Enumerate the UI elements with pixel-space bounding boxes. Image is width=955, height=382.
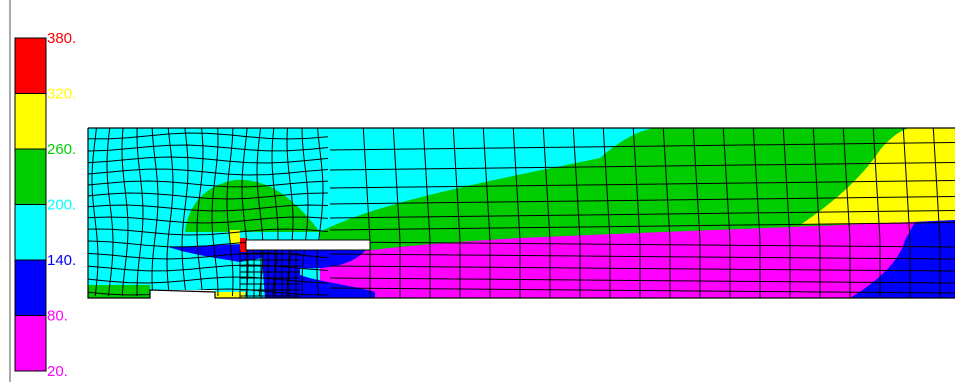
weld-insert bbox=[245, 239, 371, 251]
mesh-line bbox=[256, 128, 264, 297]
mesh-line bbox=[902, 128, 911, 298]
mesh-line bbox=[121, 128, 129, 297]
region-green-left bbox=[185, 179, 320, 232]
legend-label-260: 260. bbox=[47, 141, 76, 158]
mesh-line bbox=[91, 128, 99, 297]
mesh-line bbox=[316, 128, 324, 297]
mesh-line bbox=[542, 128, 551, 298]
mesh-line bbox=[602, 128, 611, 298]
mesh-line bbox=[88, 288, 329, 296]
mesh-line bbox=[329, 210, 955, 219]
mesh-line bbox=[422, 128, 431, 298]
mesh-line bbox=[329, 277, 955, 284]
mesh-line bbox=[166, 128, 174, 297]
legend-band-260-320 bbox=[14, 93, 47, 150]
region-green-foot bbox=[88, 285, 150, 298]
mesh-line bbox=[88, 228, 329, 236]
mesh-line bbox=[632, 128, 641, 298]
mesh-line bbox=[88, 204, 329, 212]
mesh-line bbox=[662, 128, 671, 298]
mesh-line bbox=[329, 180, 955, 189]
mesh-line bbox=[136, 128, 144, 297]
mesh-line bbox=[392, 128, 401, 298]
mesh-line bbox=[482, 128, 491, 298]
legend-labels: 380. 320. 260. 200. 140. 80. 20. bbox=[47, 30, 76, 380]
mesh-line bbox=[512, 128, 521, 298]
legend-label-80: 80. bbox=[47, 308, 68, 325]
region-yellow bbox=[800, 128, 955, 225]
mesh-line bbox=[151, 128, 159, 297]
mesh-line bbox=[226, 128, 234, 297]
mesh-line bbox=[271, 128, 279, 297]
mesh-line bbox=[329, 142, 955, 151]
mesh-line bbox=[88, 180, 329, 188]
mesh-line bbox=[88, 192, 329, 200]
contour-fields bbox=[88, 128, 955, 298]
legend-band-200-260 bbox=[14, 148, 47, 205]
legend-label-20: 20. bbox=[47, 363, 68, 380]
fe-mesh bbox=[88, 128, 955, 298]
mesh-line bbox=[181, 128, 189, 297]
mesh-line bbox=[88, 156, 329, 164]
region-yellow-bottom bbox=[215, 292, 245, 298]
legend-band-320-380 bbox=[14, 37, 47, 94]
mesh-line bbox=[241, 128, 249, 297]
mesh-line bbox=[88, 144, 329, 152]
mesh-line bbox=[301, 128, 309, 297]
region-blue-pocket bbox=[300, 275, 375, 298]
legend-label-380: 380. bbox=[47, 30, 76, 47]
legend-colorbar bbox=[14, 37, 47, 372]
mesh-line bbox=[329, 196, 955, 205]
mesh-line bbox=[872, 128, 881, 298]
mesh-line bbox=[572, 128, 581, 298]
legend-band-20-80 bbox=[14, 315, 47, 372]
mesh-line bbox=[329, 222, 955, 231]
legend-label-140: 140. bbox=[47, 252, 76, 269]
step-cutout bbox=[150, 290, 215, 300]
mesh-line bbox=[329, 162, 955, 171]
mesh-line bbox=[88, 168, 329, 176]
mesh-line bbox=[329, 265, 955, 272]
mesh-line bbox=[362, 128, 371, 298]
legend-band-80-140 bbox=[14, 259, 47, 316]
mesh-line bbox=[452, 128, 461, 298]
region-yellow-small bbox=[230, 230, 240, 244]
region-magenta bbox=[320, 220, 955, 298]
mesh-line bbox=[211, 128, 219, 297]
mesh-line bbox=[692, 128, 701, 298]
mesh-line bbox=[329, 253, 955, 260]
mesh-line bbox=[88, 264, 329, 272]
mesh-line bbox=[932, 128, 941, 298]
region-blue-under-insert bbox=[168, 244, 370, 298]
mesh-line bbox=[88, 132, 329, 140]
legend-band-140-200 bbox=[14, 204, 47, 261]
domain-outline bbox=[87, 127, 955, 299]
legend-label-200: 200. bbox=[47, 197, 76, 214]
mesh-line bbox=[88, 276, 329, 284]
mesh-line bbox=[329, 241, 955, 248]
region-red-spot bbox=[240, 238, 247, 252]
legend-label-320: 320. bbox=[47, 86, 76, 103]
mesh-line bbox=[88, 216, 329, 224]
mesh-line bbox=[329, 287, 955, 294]
